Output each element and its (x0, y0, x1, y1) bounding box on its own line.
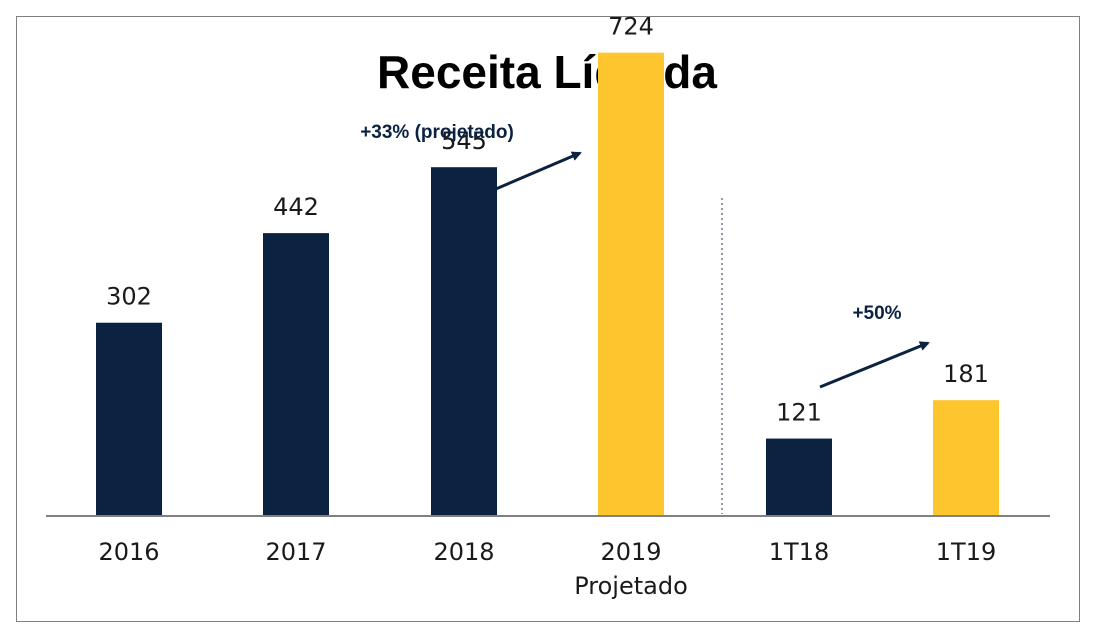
category-label-1t19: 1T19 (936, 538, 996, 566)
category-label-1t18: 1T18 (769, 538, 829, 566)
data-label-1t18: 121 (776, 399, 822, 427)
bar-2018 (431, 167, 497, 516)
growth-arrow-2 (819, 341, 930, 389)
bar-2019 (598, 52, 664, 516)
bar-2017 (263, 233, 329, 516)
data-label-1t19: 181 (943, 360, 989, 388)
annotations-group: +33% (projetado) +50% (360, 122, 930, 389)
bar-1t18 (766, 438, 832, 516)
growth-annotation-2: +50% (852, 303, 901, 324)
bars-group (96, 52, 999, 516)
category-sublabel-2019: Projetado (574, 572, 688, 600)
chart-title: Receita Líquida (377, 46, 717, 98)
data-label-2018: 545 (441, 127, 487, 155)
data-label-2019: 724 (608, 13, 654, 41)
category-label-2018: 2018 (433, 538, 494, 566)
category-labels-group: 2016 2017 2018 2019 Projetado 1T18 1T19 (98, 538, 996, 600)
data-label-2017: 442 (273, 193, 319, 221)
bar-2016 (96, 322, 162, 516)
data-label-2016: 302 (106, 283, 152, 311)
growth-arrow-1 (469, 151, 582, 202)
category-label-2019: 2019 (600, 538, 661, 566)
chart-frame (16, 16, 1080, 622)
bar-1t19 (933, 400, 999, 516)
growth-annotation-1: +33% (projetado) (360, 122, 514, 143)
category-label-2016: 2016 (98, 538, 159, 566)
data-labels-group: 302 442 545 724 121 181 (106, 13, 989, 427)
category-label-2017: 2017 (265, 538, 326, 566)
